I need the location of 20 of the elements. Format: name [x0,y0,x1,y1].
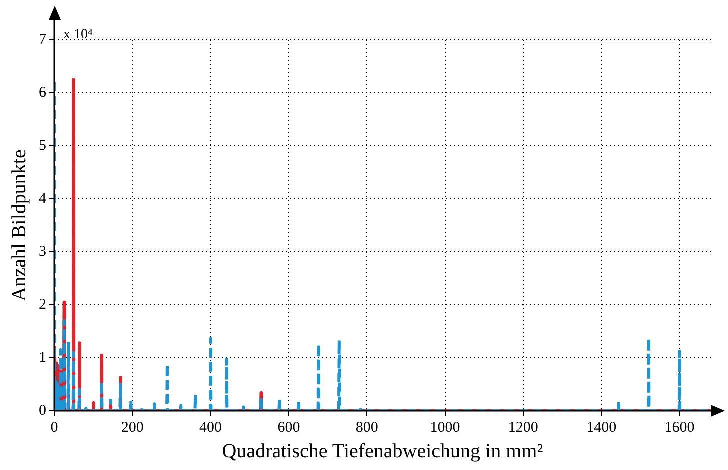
x-tick-label: 1200 [508,420,538,436]
x-axis-title: Quadratische Tiefenabweichung in mm² [222,440,544,462]
y-tick-label: 7 [39,32,47,48]
y-axis-title: Anzahl Bildpunkte [8,150,30,302]
y-tick-label: 1 [39,350,46,366]
y-tick-label: 6 [39,84,47,101]
x-tick-label: 400 [200,420,222,436]
y-tick-label: 4 [39,190,47,207]
annotation: x 10⁴ [64,28,93,43]
y-tick-label: 3 [39,244,46,260]
x-tick-label: 1400 [586,420,617,436]
y-tick-label: 0 [39,402,46,419]
y-tick-label: 2 [39,296,46,313]
x-tick-label: 1600 [664,420,695,436]
x-tick-label: 600 [278,420,300,436]
x-tick-label: 200 [121,420,144,436]
x-tick-label: 1000 [430,420,460,436]
x-tick-label: 800 [356,420,378,436]
x-tick-label: 0 [50,420,58,436]
y-tick-label: 5 [39,138,46,154]
